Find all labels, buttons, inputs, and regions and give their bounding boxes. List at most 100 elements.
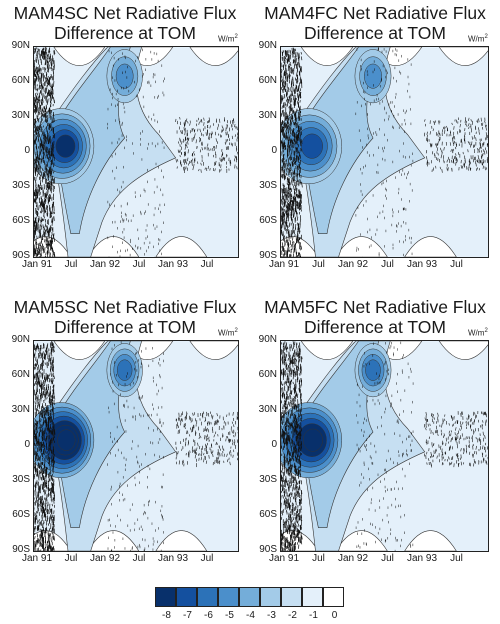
- x-tick-label: Jan 93: [157, 553, 189, 564]
- y-tick-label: 0: [271, 145, 277, 156]
- colorbar-label: -1: [309, 610, 318, 621]
- polar-lobe-south: [404, 236, 457, 257]
- polar-lobe-north: [189, 341, 238, 360]
- plume-core-contour: [301, 133, 323, 159]
- colorbar-label: -4: [246, 610, 255, 621]
- panel-title-line1: MAM4FC Net Radiative Flux: [264, 3, 486, 23]
- x-tick-label: Jan 91: [21, 259, 53, 270]
- polar-lobe-north: [300, 341, 354, 360]
- colorbar-swatch: [260, 587, 281, 607]
- panel-title-line1: MAM4SC Net Radiative Flux: [13, 3, 237, 23]
- panel-title-line2: Difference at TOM: [53, 317, 196, 337]
- plume-north-contour: [116, 359, 133, 381]
- panel-mam4sc: MAM4SC Net Radiative Flux Difference at …: [0, 0, 250, 290]
- polar-lobe-south: [155, 236, 208, 257]
- colorbar-label: -3: [267, 610, 276, 621]
- x-tick-label: Jan 92: [89, 259, 121, 270]
- panel-title-line2: Difference at TOM: [303, 23, 446, 43]
- colorbar-swatch: [218, 587, 239, 607]
- y-tick-label: 30S: [12, 180, 30, 191]
- y-tick-label: 90S: [259, 544, 277, 555]
- heatmap-svg: [34, 341, 238, 551]
- colorbar-swatch: [176, 587, 197, 607]
- y-tick-label: 30N: [11, 404, 30, 415]
- panel-mam5sc: MAM5SC Net Radiative Flux Difference at …: [0, 294, 250, 584]
- x-tick-label: Jul: [200, 259, 214, 270]
- heatmap-svg: [281, 47, 488, 257]
- y-tick-label: 30N: [258, 110, 277, 121]
- unit-label: W/m2: [468, 328, 488, 338]
- x-tick-label: Jul: [450, 553, 463, 564]
- y-tick-label: 30S: [259, 180, 277, 191]
- pre-eruption-noise: [34, 47, 238, 257]
- y-tick-label: 90S: [12, 250, 30, 261]
- colorbar-label: -5: [225, 610, 234, 621]
- heatmap-svg: [281, 341, 488, 551]
- polar-lobe-north: [300, 47, 354, 66]
- colorbar-swatch: [155, 587, 176, 607]
- colorbar-label: -2: [288, 610, 297, 621]
- pre-eruption-noise: [34, 341, 238, 551]
- y-tick-label: 60S: [12, 215, 30, 226]
- colorbar-label: -8: [162, 610, 171, 621]
- plume-core-contour: [302, 428, 323, 452]
- y-tick-label: 90N: [258, 40, 277, 51]
- polar-lobe-north: [189, 47, 238, 66]
- y-tick-label: 60S: [259, 215, 277, 226]
- polar-lobe-north: [53, 47, 106, 66]
- x-tick-label: Jul: [132, 553, 146, 564]
- plume-north-contour: [115, 63, 134, 89]
- colorbar-swatch: [323, 587, 344, 607]
- y-tick-label: 90S: [12, 544, 30, 555]
- colorbar-swatch: [281, 587, 302, 607]
- y-tick-label: 60N: [11, 75, 30, 86]
- panel-mam5fc: MAM5FC Net Radiative Flux Difference at …: [250, 294, 500, 584]
- x-tick-label: Jan 93: [406, 259, 438, 270]
- colorbar-label: -7: [183, 610, 192, 621]
- x-tick-label: Jul: [381, 259, 394, 270]
- x-tick-label: Jul: [64, 259, 78, 270]
- heatmap-plot: [33, 46, 239, 258]
- y-tick-label: 0: [271, 439, 277, 450]
- x-tick-label: Jul: [132, 259, 146, 270]
- plume-core-contour: [57, 429, 76, 451]
- heatmap-svg: [34, 47, 238, 257]
- y-tick-label: 30S: [12, 474, 30, 485]
- polar-lobe-south: [87, 236, 140, 257]
- colorbar-swatch: [302, 587, 323, 607]
- x-tick-label: Jan 92: [337, 259, 369, 270]
- x-tick-label: Jan 91: [268, 259, 300, 270]
- x-tick-label: Jan 93: [157, 259, 189, 270]
- y-tick-label: 90N: [11, 334, 30, 345]
- y-tick-label: 90N: [258, 334, 277, 345]
- x-tick-label: Jul: [381, 553, 394, 564]
- x-tick-label: Jan 93: [406, 553, 438, 564]
- panel-mam4fc: MAM4FC Net Radiative Flux Difference at …: [250, 0, 500, 290]
- colorbar-label: -6: [204, 610, 213, 621]
- x-tick-label: Jan 92: [89, 553, 121, 564]
- y-tick-label: 60N: [258, 369, 277, 380]
- heatmap-plot: [280, 46, 489, 258]
- unit-label: W/m2: [218, 328, 238, 338]
- polar-lobe-north: [438, 341, 488, 360]
- panel-title-line1: MAM5FC Net Radiative Flux: [264, 297, 486, 317]
- y-tick-label: 60N: [258, 75, 277, 86]
- polar-lobe-north: [438, 47, 488, 66]
- y-tick-label: 60S: [259, 509, 277, 520]
- x-tick-label: Jul: [312, 553, 325, 564]
- x-tick-label: Jul: [64, 553, 78, 564]
- polar-lobe-south: [155, 530, 208, 551]
- x-tick-label: Jul: [450, 259, 463, 270]
- pre-eruption-noise: [281, 47, 488, 257]
- polar-lobe-south: [404, 530, 457, 551]
- polar-lobe-south: [87, 530, 140, 551]
- y-tick-label: 90S: [259, 250, 277, 261]
- y-tick-label: 60S: [12, 509, 30, 520]
- y-tick-label: 0: [24, 439, 30, 450]
- plume-north-contour: [365, 359, 381, 381]
- x-tick-label: Jan 91: [21, 553, 53, 564]
- y-tick-label: 90N: [11, 40, 30, 51]
- plume-core-contour: [55, 134, 76, 158]
- x-tick-label: Jul: [312, 259, 325, 270]
- y-tick-label: 30S: [259, 474, 277, 485]
